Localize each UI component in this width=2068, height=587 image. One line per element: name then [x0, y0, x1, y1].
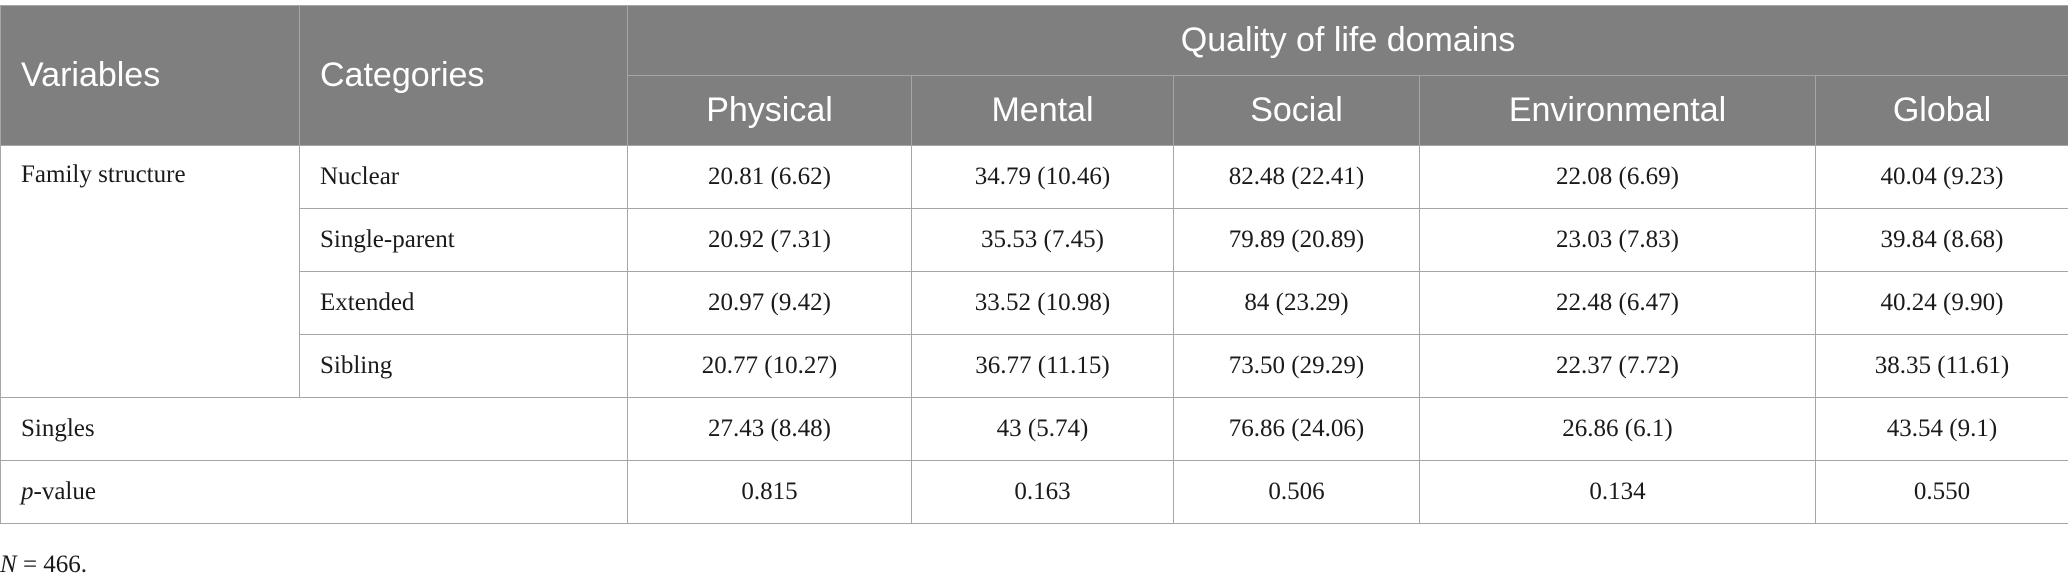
- table-footnote: N = 466.: [0, 551, 87, 579]
- footnote-text: = 466.: [16, 551, 88, 578]
- environmental-cell: 26.86 (6.1): [1419, 397, 1816, 461]
- table-row: Single-parent 20.92 (7.31) 35.53 (7.45) …: [1, 208, 2068, 272]
- physical-cell: 20.97 (9.42): [627, 271, 912, 335]
- environmental-cell: 23.03 (7.83): [1419, 208, 1816, 272]
- social-cell: 0.506: [1173, 460, 1420, 524]
- header-global: Global: [1815, 75, 2068, 146]
- global-cell: 39.84 (8.68): [1815, 208, 2068, 272]
- environmental-cell: 0.134: [1419, 460, 1816, 524]
- mental-cell: 0.163: [911, 460, 1174, 524]
- mental-cell: 43 (5.74): [911, 397, 1174, 461]
- physical-cell: 0.815: [627, 460, 912, 524]
- social-cell: 73.50 (29.29): [1173, 334, 1420, 398]
- table-row: Family structure Nuclear 20.81 (6.62) 34…: [0, 145, 2068, 398]
- global-cell: 40.24 (9.90): [1815, 271, 2068, 335]
- global-cell: 43.54 (9.1): [1815, 397, 2068, 461]
- pvalue-label-italic: p: [21, 478, 34, 505]
- header-categories: Categories: [299, 5, 628, 146]
- mental-cell: 35.53 (7.45): [911, 208, 1174, 272]
- global-cell: 38.35 (11.61): [1815, 334, 2068, 398]
- category-cell: Single-parent: [299, 208, 628, 272]
- mental-cell: 33.52 (10.98): [911, 271, 1174, 335]
- table-row: Extended 20.97 (9.42) 33.52 (10.98) 84 (…: [1, 271, 2068, 335]
- physical-cell: 20.77 (10.27): [627, 334, 912, 398]
- header-qol-domains: Quality of life domains: [627, 5, 2068, 76]
- header-variables: Variables: [0, 5, 300, 146]
- social-cell: 82.48 (22.41): [1173, 145, 1420, 209]
- mental-cell: 34.79 (10.46): [911, 145, 1174, 209]
- header-social: Social: [1173, 75, 1420, 146]
- category-cell: Sibling: [299, 334, 628, 398]
- singles-label: Singles: [0, 397, 628, 461]
- physical-cell: 20.92 (7.31): [627, 208, 912, 272]
- environmental-cell: 22.37 (7.72): [1419, 334, 1816, 398]
- category-cell: Extended: [299, 271, 628, 335]
- pvalue-label: p-value: [0, 460, 628, 524]
- pvalue-label-rest: -value: [33, 478, 96, 505]
- header-environmental: Environmental: [1419, 75, 1816, 146]
- physical-cell: 27.43 (8.48): [627, 397, 912, 461]
- category-cell: Nuclear: [299, 145, 628, 209]
- table-row: Sibling 20.77 (10.27) 36.77 (11.15) 73.5…: [1, 334, 2068, 398]
- social-cell: 79.89 (20.89): [1173, 208, 1420, 272]
- pvalue-row: p-value 0.815 0.163 0.506 0.134 0.550: [0, 460, 2068, 524]
- footnote-n: N: [0, 551, 17, 578]
- family-structure-label: Family structure: [0, 145, 300, 398]
- global-cell: 0.550: [1815, 460, 2068, 524]
- header-mental: Mental: [911, 75, 1174, 146]
- singles-row: Singles 27.43 (8.48) 43 (5.74) 76.86 (24…: [0, 397, 2068, 461]
- global-cell: 40.04 (9.23): [1815, 145, 2068, 209]
- header-physical: Physical: [627, 75, 912, 146]
- social-cell: 84 (23.29): [1173, 271, 1420, 335]
- mental-cell: 36.77 (11.15): [911, 334, 1174, 398]
- social-cell: 76.86 (24.06): [1173, 397, 1420, 461]
- physical-cell: 20.81 (6.62): [627, 145, 912, 209]
- quality-of-life-table: Variables Categories Quality of life dom…: [0, 5, 2068, 524]
- environmental-cell: 22.48 (6.47): [1419, 271, 1816, 335]
- environmental-cell: 22.08 (6.69): [1419, 145, 1816, 209]
